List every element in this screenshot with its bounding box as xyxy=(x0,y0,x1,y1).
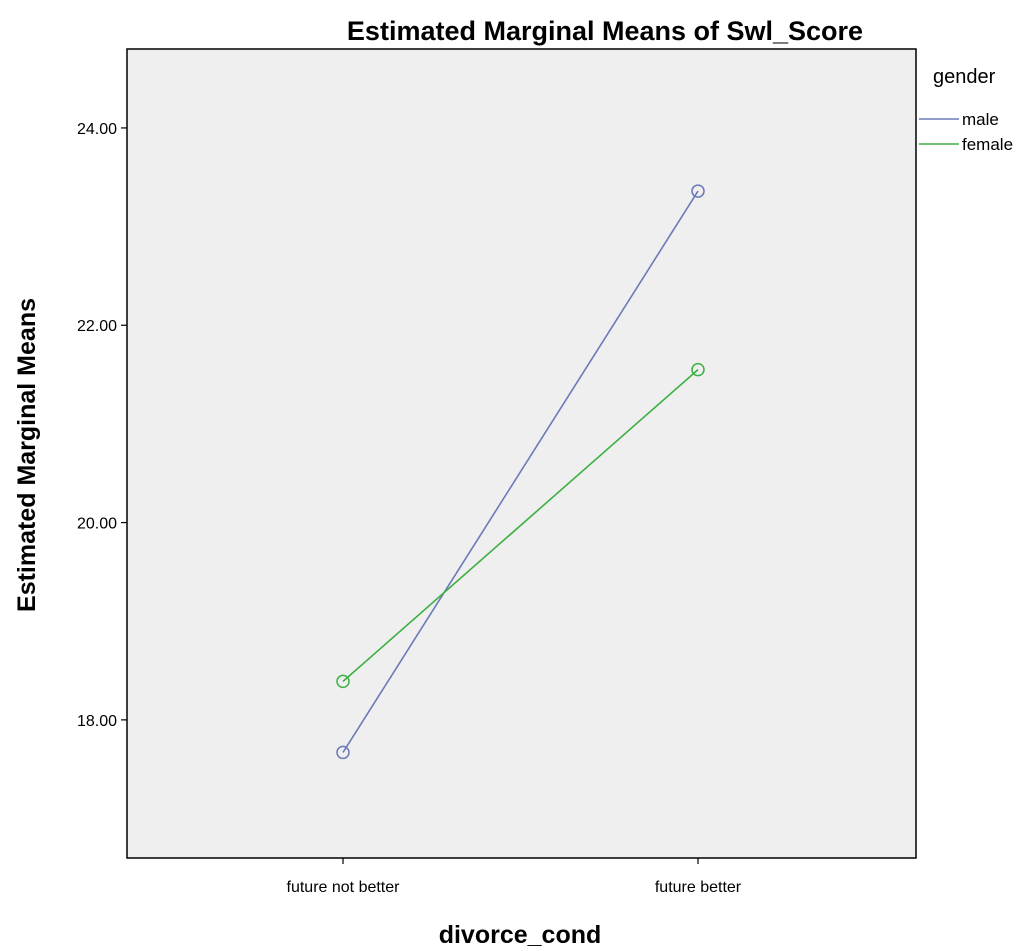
legend-title: gender xyxy=(933,66,996,88)
series-line-male xyxy=(342,190,699,753)
legend-label-female: female xyxy=(962,135,1013,154)
data-point-female xyxy=(336,674,350,689)
chart-title: Estimated Marginal Means of Swl_Score xyxy=(347,16,863,46)
x-axis: future not better future better xyxy=(287,858,742,896)
plot-area xyxy=(126,48,917,859)
y-axis-title: Estimated Marginal Means xyxy=(13,298,41,612)
y-tick-label: 20.00 xyxy=(77,516,117,533)
x-tick-label: future not better xyxy=(287,879,401,896)
series-line-female xyxy=(342,369,699,683)
series-layer xyxy=(336,184,705,760)
legend: gender male female xyxy=(919,66,1013,154)
x-tick-label: future better xyxy=(655,879,742,896)
y-tick-label: 22.00 xyxy=(77,318,117,335)
y-axis: 18.00 20.00 22.00 24.00 xyxy=(77,121,127,730)
legend-label-male: male xyxy=(962,110,999,129)
data-point-male xyxy=(691,184,705,198)
data-point-male xyxy=(336,745,350,760)
x-axis-title: divorce_cond xyxy=(439,921,602,949)
data-point-female xyxy=(691,362,705,377)
y-tick-label: 24.00 xyxy=(77,121,117,138)
y-tick-label: 18.00 xyxy=(77,713,117,730)
